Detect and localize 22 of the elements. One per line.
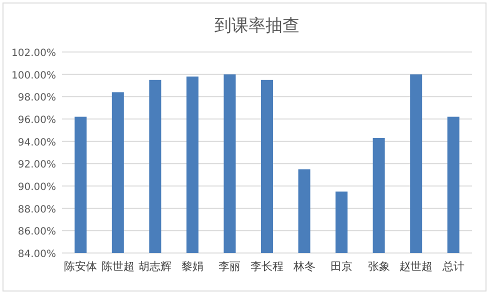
x-tick-label: 赵世超 — [400, 260, 433, 273]
x-tick-label: 林冬 — [292, 260, 316, 273]
y-tick-label: 98.00% — [18, 92, 56, 104]
x-tick-label: 陈安体 — [64, 260, 98, 273]
y-tick-label: 102.00% — [12, 48, 56, 59]
x-tick-label: 李长程 — [250, 260, 284, 273]
y-tick-label: 94.00% — [18, 137, 56, 148]
y-tick-label: 100.00% — [12, 70, 56, 82]
chart-title: 到课率抽查 — [214, 16, 300, 36]
x-tick-label: 黎娟 — [181, 260, 204, 273]
x-tick-label: 李丽 — [218, 260, 241, 273]
y-tick-label: 86.00% — [18, 226, 56, 238]
x-tick-label: 胡志辉 — [138, 260, 172, 273]
x-tick-label: 陈世超 — [101, 260, 134, 273]
y-tick-label: 88.00% — [18, 204, 56, 216]
y-tick-label: 92.00% — [18, 160, 56, 171]
y-tick-label: 90.00% — [18, 182, 56, 193]
y-tick-label: 96.00% — [18, 115, 56, 126]
x-tick-label: 张象 — [368, 260, 390, 273]
x-tick-label: 总计 — [441, 260, 464, 273]
y-tick-label: 84.00% — [18, 249, 56, 260]
x-tick-label: 田京 — [330, 260, 353, 273]
